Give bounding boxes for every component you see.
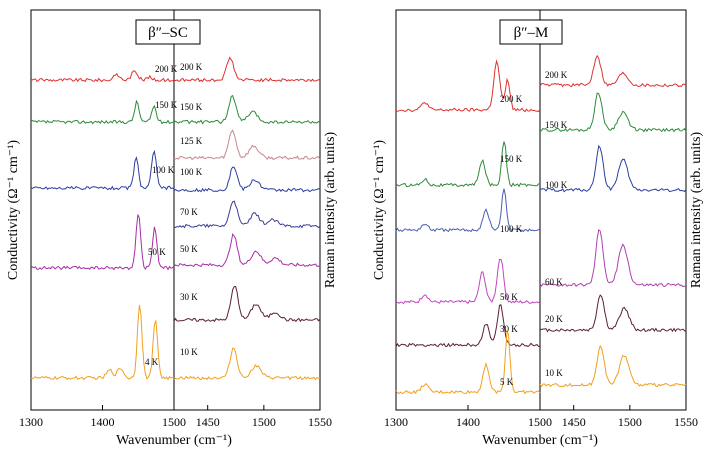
right-series-label: 30 K	[180, 292, 198, 302]
right-series-label: 100 K	[545, 180, 568, 190]
x-tick-label: 1550	[308, 415, 332, 429]
left-series-label: 100 K	[152, 165, 175, 175]
series-labels: 200 K 150 K 100 K 50 K 4 K 200 K 150 K 125 K 100…	[145, 62, 203, 367]
x-axis-label: Wavenumber (cm⁻¹)	[482, 433, 598, 448]
x-tick-label: 1500	[618, 415, 642, 429]
right-series-label: 60 K	[545, 277, 563, 287]
left-series-line	[30, 99, 175, 125]
x-tick-label: 1500	[162, 415, 186, 429]
y-axis-label-left: Conductivity (Ω⁻¹ cm⁻¹)	[6, 140, 21, 280]
right-series-label: 10 K	[180, 347, 198, 357]
left-series-line	[30, 214, 175, 271]
right-series-label: 125 K	[180, 136, 203, 146]
curves	[30, 56, 321, 381]
tick-labels: 1300 1400 1500 1450 1500 1550	[19, 405, 332, 429]
chart-beta-sc: β″–SC 200 K 150 K 100 K 50 K 4 K 200 K 150 K 12…	[6, 9, 338, 448]
right-series-line	[173, 166, 321, 193]
right-series-line	[539, 54, 687, 88]
title-box	[499, 19, 563, 45]
left-series-line	[30, 70, 175, 83]
left-series-line	[395, 258, 541, 305]
right-series-line	[173, 347, 321, 381]
left-series-label: 30 K	[500, 324, 518, 334]
left-series-label: 200 K	[155, 64, 178, 74]
left-series-line	[30, 149, 175, 191]
left-series-line	[395, 188, 541, 233]
left-series-label: 4 K	[145, 357, 159, 367]
x-tick-label: 1500	[252, 415, 276, 429]
right-series-label: 50 K	[180, 244, 198, 254]
left-series-label: 150 K	[155, 100, 178, 110]
left-series-label: 5 K	[500, 377, 514, 387]
left-series-line	[395, 329, 541, 395]
left-series-label: 100 K	[500, 224, 523, 234]
x-tick-label: 1400	[456, 415, 480, 429]
series-labels: 200 K 150 K 100 K 50 K 30 K 5 K 200 K 150 K 100 …	[500, 70, 568, 387]
plot-frame	[395, 9, 687, 411]
right-series-line	[539, 294, 687, 333]
y-axis-label-right: Raman intensity (arb. units)	[323, 132, 338, 289]
x-tick-label: 1400	[91, 415, 115, 429]
y-axis-label-right: Raman intensity (arb. units)	[689, 132, 704, 289]
x-tick-label: 1450	[562, 415, 586, 429]
curves	[395, 54, 687, 395]
right-series-line	[539, 344, 687, 388]
right-series-label: 10 K	[545, 368, 563, 378]
right-series-label: 100 K	[180, 167, 203, 177]
chart-title: β″–M	[514, 25, 549, 41]
right-series-label: 200 K	[545, 70, 568, 80]
right-series-line	[173, 94, 321, 125]
chart-title: β″–SC	[148, 25, 188, 41]
chart-beta-m: β″–M 200 K 150 K 100 K 50 K 30 K 5 K 200 K 150 …	[372, 9, 704, 448]
x-tick-label: 1550	[674, 415, 698, 429]
left-series-label: 150 K	[500, 154, 523, 164]
x-tick-label: 1450	[196, 415, 220, 429]
x-tick-label: 1500	[528, 415, 552, 429]
x-tick-label: 1300	[19, 415, 43, 429]
left-series-label: 200 K	[500, 94, 523, 104]
x-tick-label: 1300	[384, 415, 408, 429]
right-series-line	[173, 200, 321, 229]
left-series-line	[30, 305, 174, 381]
y-axis-label-left: Conductivity (Ω⁻¹ cm⁻¹)	[372, 140, 387, 280]
right-series-line	[539, 92, 687, 133]
left-series-line	[395, 59, 541, 113]
right-series-label: 20 K	[545, 314, 563, 324]
left-series-label: 50 K	[148, 247, 166, 257]
right-series-label: 150 K	[180, 102, 203, 112]
right-series-line	[539, 229, 687, 288]
title-box	[135, 19, 201, 45]
right-series-line	[173, 56, 321, 83]
x-axis-label: Wavenumber (cm⁻¹)	[116, 433, 232, 448]
right-series-line	[173, 129, 321, 161]
left-series-line	[395, 304, 541, 348]
right-series-label: 70 K	[180, 207, 198, 217]
right-series-line	[173, 286, 321, 323]
left-series-label: 50 K	[500, 292, 518, 302]
tick-labels: 1300 1400 1500 1450 1500 1550	[384, 405, 698, 429]
right-series-label: 200 K	[180, 62, 203, 72]
left-series-line	[395, 141, 541, 188]
right-series-label: 150 K	[545, 120, 568, 130]
right-series-line	[173, 233, 321, 268]
plot-frame	[30, 9, 321, 411]
right-series-line	[539, 144, 687, 193]
